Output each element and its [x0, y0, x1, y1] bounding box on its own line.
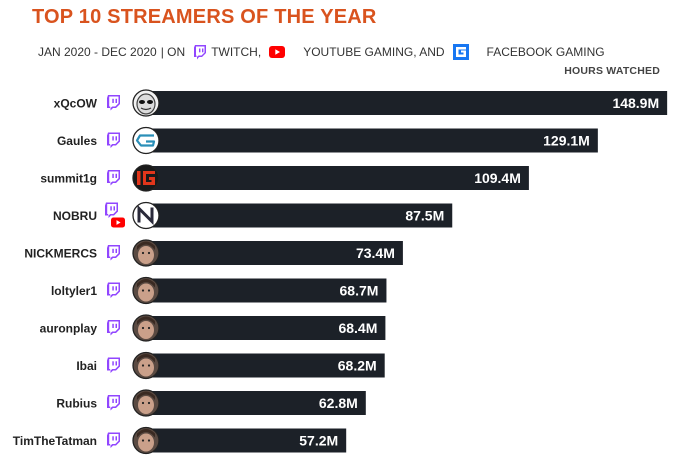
bar	[146, 91, 667, 115]
bar-value-label: 68.7M	[340, 283, 379, 299]
bar-row: 148.9M xQcOW	[54, 90, 667, 116]
twitch-icon	[107, 170, 120, 186]
bar-value-label: 129.1M	[543, 133, 590, 149]
summit1g-logo-icon	[133, 165, 159, 191]
bar-row: 87.5M NOBRU	[53, 203, 452, 229]
bar-row: 62.8M Rubius	[56, 390, 365, 416]
category-label: summit1g	[40, 172, 97, 186]
face-avatar-icon	[133, 353, 159, 379]
twitch-icon	[107, 433, 120, 449]
face-avatar-icon	[133, 278, 159, 304]
category-label: Rubius	[56, 397, 97, 411]
mask-avatar-icon	[133, 90, 159, 116]
twitch-icon	[107, 358, 120, 374]
twitch-icon	[105, 203, 118, 219]
category-label: loltyler1	[51, 284, 97, 298]
bar-row: 109.4M summit1g	[40, 165, 529, 191]
twitch-icon	[107, 320, 120, 336]
bar	[146, 166, 529, 190]
bar-value-label: 87.5M	[405, 208, 444, 224]
category-label: Ibai	[76, 359, 97, 373]
category-label: Gaules	[57, 134, 97, 148]
bar-value-label: 62.8M	[319, 395, 358, 411]
twitch-icon	[107, 283, 120, 299]
bar	[146, 129, 598, 153]
bar-row: 129.1M Gaules	[57, 128, 598, 154]
twitch-icon	[107, 245, 120, 261]
nobru-logo-icon	[133, 203, 159, 229]
face-avatar-icon	[133, 390, 159, 416]
bar-value-label: 57.2M	[299, 433, 338, 449]
bar-row: 68.2M Ibai	[76, 353, 384, 379]
twitch-icon	[107, 95, 120, 111]
bar-row: 68.7M loltyler1	[51, 278, 386, 304]
face-avatar-icon	[133, 315, 159, 341]
bar-row: 57.2M TimTheTatman	[13, 428, 346, 454]
twitch-icon	[107, 133, 120, 149]
bar-value-label: 73.4M	[356, 245, 395, 261]
bar-value-label: 68.4M	[338, 320, 377, 336]
youtube-icon	[111, 218, 125, 228]
category-label: TimTheTatman	[13, 434, 97, 448]
category-label: NOBRU	[53, 209, 97, 223]
twitch-icon	[107, 395, 120, 411]
face-avatar-icon	[133, 428, 159, 454]
bar-row: 68.4M auronplay	[40, 315, 386, 341]
bar-value-label: 68.2M	[338, 358, 377, 374]
face-avatar-icon	[133, 240, 159, 266]
category-label: xQcOW	[54, 97, 98, 111]
bar-value-label: 148.9M	[612, 95, 659, 111]
bar-row: 73.4M NICKMERCS	[24, 240, 403, 266]
category-label: auronplay	[40, 322, 98, 336]
bar-value-label: 109.4M	[474, 170, 521, 186]
gaules-logo-icon	[133, 128, 159, 154]
bar-chart: 148.9M xQcOW 129.1M Gaules 109.4M summit1g 87.…	[0, 0, 680, 459]
category-label: NICKMERCS	[24, 247, 97, 261]
